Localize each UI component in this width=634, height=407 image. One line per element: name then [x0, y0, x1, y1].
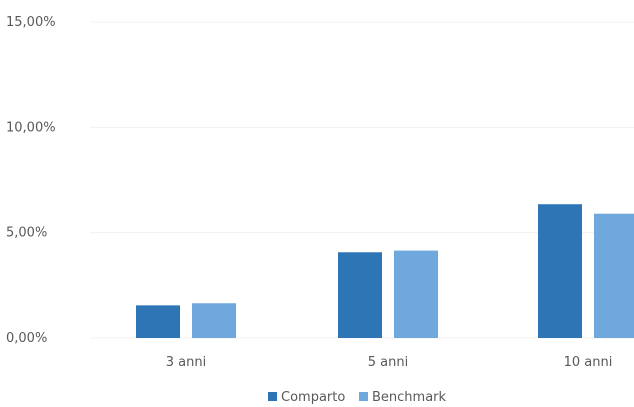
bar-comparto-10-anni	[538, 204, 582, 338]
x-tick-label: 3 anni	[166, 355, 206, 370]
bar-benchmark-10-anni	[594, 213, 634, 338]
x-tick-label: 10 anni	[564, 355, 613, 370]
bar-benchmark-5-anni	[394, 250, 438, 338]
legend-swatch-comparto	[268, 392, 277, 401]
legend-label-comparto: Comparto	[281, 390, 345, 405]
legend-swatch-benchmark	[359, 392, 368, 401]
bars	[136, 204, 634, 338]
y-tick-label: 5,00%	[6, 226, 47, 241]
bar-comparto-3-anni	[136, 305, 180, 338]
x-tick-label: 5 anni	[368, 355, 408, 370]
y-tick-label: 0,00%	[6, 331, 47, 346]
y-tick-label: 10,00%	[6, 120, 56, 135]
bar-comparto-5-anni	[338, 252, 382, 338]
legend-label-benchmark: Benchmark	[372, 390, 447, 405]
bar-benchmark-3-anni	[192, 303, 236, 338]
y-tick-label: 15,00%	[6, 15, 56, 30]
x-axis: 3 anni 5 anni 10 anni	[166, 355, 613, 370]
legend: Comparto Benchmark	[268, 390, 447, 405]
y-axis: 0,00% 5,00% 10,00% 15,00%	[6, 15, 56, 346]
